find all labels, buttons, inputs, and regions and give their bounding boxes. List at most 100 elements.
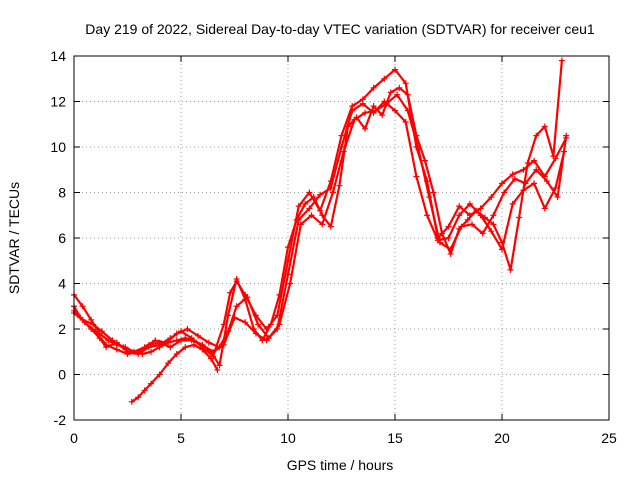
data-point — [456, 203, 463, 210]
data-point — [182, 335, 189, 342]
data-point — [396, 84, 403, 91]
data-series — [71, 57, 570, 405]
data-point — [148, 348, 155, 355]
y-tick-label: 0 — [58, 367, 66, 383]
y-axis-label: SDTVAR / TECUs — [6, 182, 22, 294]
data-point — [561, 148, 568, 155]
data-point — [306, 189, 313, 196]
data-point — [79, 303, 86, 310]
data-point — [105, 337, 112, 344]
x-axis-label: GPS time / hours — [287, 457, 394, 473]
data-point — [445, 223, 452, 230]
x-tick-label: 15 — [387, 430, 403, 446]
data-point — [317, 191, 324, 198]
data-point — [349, 107, 356, 114]
data-point — [469, 221, 476, 228]
data-point — [182, 344, 189, 351]
data-point — [135, 394, 142, 401]
data-point — [359, 100, 366, 107]
data-point — [520, 166, 527, 173]
grid-lines — [74, 56, 609, 420]
data-point — [190, 341, 197, 348]
data-point — [207, 355, 214, 362]
data-point — [381, 75, 388, 82]
data-point — [327, 184, 334, 191]
data-point — [139, 351, 146, 358]
data-point — [488, 228, 495, 235]
data-point — [338, 144, 345, 150]
data-point — [507, 266, 514, 273]
data-point — [426, 194, 433, 201]
data-point — [242, 319, 249, 326]
data-point — [96, 330, 103, 337]
data-point — [287, 280, 294, 287]
data-point — [402, 80, 409, 87]
data-point — [165, 360, 172, 367]
y-tick-label: 12 — [50, 94, 66, 110]
data-point — [490, 221, 497, 228]
data-point — [103, 341, 110, 348]
data-point — [524, 159, 531, 166]
data-point — [413, 173, 420, 180]
data-point — [310, 194, 317, 201]
y-tick-label: -2 — [54, 412, 67, 428]
x-tick-label: 10 — [280, 430, 296, 446]
data-point — [543, 178, 550, 185]
data-point — [456, 225, 463, 232]
data-point — [456, 212, 463, 219]
data-point — [550, 153, 557, 160]
y-tick-label: 10 — [50, 139, 66, 155]
data-point — [195, 332, 202, 339]
data-point — [430, 189, 437, 196]
data-point — [274, 326, 281, 332]
data-point — [81, 319, 88, 326]
data-point — [531, 157, 538, 164]
data-point — [501, 189, 508, 196]
data-point — [122, 344, 129, 351]
data-point — [439, 230, 446, 237]
data-point — [145, 341, 152, 348]
data-point — [499, 239, 505, 246]
data-point — [509, 171, 516, 178]
data-point — [499, 180, 505, 187]
data-point — [370, 84, 377, 91]
series-line — [72, 59, 563, 367]
data-point — [173, 337, 180, 344]
data-point — [141, 387, 148, 394]
y-tick-label: 8 — [58, 185, 66, 201]
data-point — [295, 203, 302, 210]
data-point — [285, 271, 291, 278]
data-point — [531, 180, 538, 187]
data-point — [293, 216, 300, 223]
chart-title: Day 219 of 2022, Sidereal Day-to-day VTE… — [85, 21, 595, 37]
data-point — [404, 107, 411, 114]
data-point — [225, 312, 232, 319]
data-point — [447, 250, 454, 257]
data-point — [233, 303, 240, 310]
data-point — [552, 184, 559, 191]
data-point — [233, 275, 240, 282]
data-point — [554, 194, 561, 201]
data-point — [402, 118, 409, 125]
data-point — [392, 66, 398, 73]
data-point — [255, 321, 262, 328]
y-tick-label: 4 — [58, 276, 66, 292]
data-point — [227, 289, 234, 296]
data-point — [362, 125, 369, 132]
data-point — [156, 371, 163, 378]
data-point — [167, 344, 174, 351]
data-point — [242, 296, 249, 303]
data-point — [327, 223, 334, 230]
data-point — [387, 89, 394, 96]
data-point — [216, 362, 223, 369]
data-point — [276, 291, 283, 298]
data-point — [434, 237, 441, 244]
data-point — [259, 337, 266, 344]
data-point — [481, 214, 488, 221]
data-point — [319, 212, 326, 219]
data-point — [413, 132, 420, 139]
data-point — [353, 114, 360, 121]
data-point — [541, 205, 548, 212]
data-point — [184, 326, 191, 332]
